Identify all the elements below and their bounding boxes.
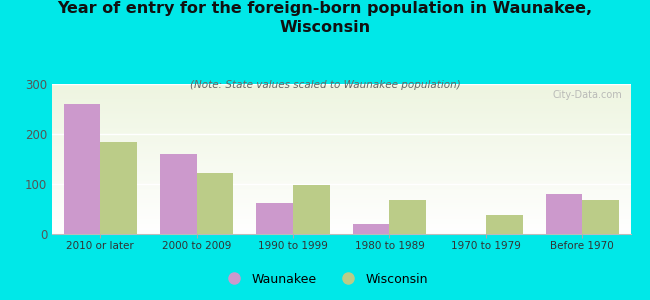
Bar <box>160 154 196 234</box>
Bar <box>582 200 619 234</box>
Bar <box>196 173 233 234</box>
Bar <box>293 185 330 234</box>
Text: (Note: State values scaled to Waunakee population): (Note: State values scaled to Waunakee p… <box>190 80 460 89</box>
Bar <box>64 104 100 234</box>
Bar <box>100 142 137 234</box>
Bar <box>486 215 523 234</box>
Bar <box>389 200 426 234</box>
Legend: Waunakee, Wisconsin: Waunakee, Wisconsin <box>217 268 433 291</box>
Bar <box>545 194 582 234</box>
Text: City-Data.com: City-Data.com <box>552 90 622 100</box>
Text: Year of entry for the foreign-born population in Waunakee,
Wisconsin: Year of entry for the foreign-born popul… <box>57 2 593 35</box>
Bar <box>256 203 293 234</box>
Bar <box>353 224 389 234</box>
